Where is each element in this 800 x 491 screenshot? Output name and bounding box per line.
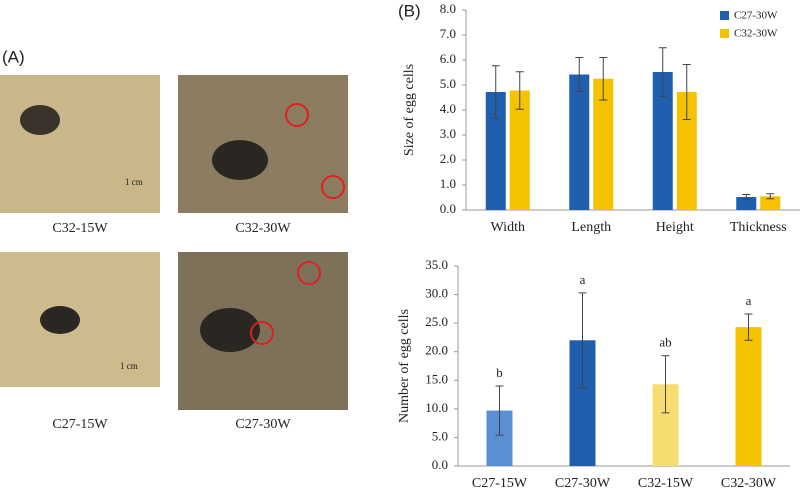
x-tick-label: C32-30W xyxy=(721,476,777,491)
panel-label: (A) xyxy=(2,47,25,66)
photo-caption: C32-15W xyxy=(52,221,108,236)
y-tick-label: 20.0 xyxy=(425,343,448,358)
y-tick-label: 6.0 xyxy=(440,51,456,66)
bar xyxy=(676,92,697,210)
x-tick-label: C27-30W xyxy=(555,476,611,491)
bar xyxy=(509,90,530,210)
photo-caption: C32-30W xyxy=(235,221,291,236)
bar xyxy=(593,78,614,210)
y-tick-label: 4.0 xyxy=(440,101,456,116)
y-tick-label: 25.0 xyxy=(425,314,448,329)
photo xyxy=(0,252,160,387)
scale-text: 1 cm xyxy=(125,177,143,187)
y-axis-title: Number of egg cells xyxy=(397,309,412,423)
significance-letter: b xyxy=(496,365,503,380)
bar xyxy=(485,92,506,210)
y-tick-label: 7.0 xyxy=(440,26,456,41)
y-tick-label: 3.0 xyxy=(440,126,456,141)
y-tick-label: 15.0 xyxy=(425,371,448,386)
y-tick-label: 1.0 xyxy=(440,176,456,191)
y-tick-label: 30.0 xyxy=(425,286,448,301)
photos: 1 cm 1 cm xyxy=(0,75,348,410)
scale-text: 1 cm xyxy=(120,361,138,371)
legend-swatch xyxy=(720,29,729,38)
bar xyxy=(735,327,762,466)
legend-label: C32-30W xyxy=(734,28,778,40)
photo-caption: C27-15W xyxy=(52,417,108,432)
significance-letter: a xyxy=(580,272,586,287)
y-tick-label: 35.0 xyxy=(425,257,448,272)
bar xyxy=(760,196,781,210)
x-tick-label: C27-15W xyxy=(472,476,528,491)
x-tick-label: Length xyxy=(571,220,611,235)
photo xyxy=(0,75,160,213)
bee xyxy=(20,105,60,135)
highlight xyxy=(297,261,321,285)
x-tick-label: Height xyxy=(656,220,694,235)
y-axis-title: Size of egg cells xyxy=(402,64,417,156)
bee xyxy=(40,306,80,334)
highlight xyxy=(321,175,345,199)
significance-letter: a xyxy=(746,293,752,308)
legend-label: C27-30W xyxy=(734,10,778,22)
bee xyxy=(200,308,260,352)
legend-swatch xyxy=(720,11,729,20)
panel-label: (B) xyxy=(398,1,421,20)
photo xyxy=(178,75,348,213)
y-tick-label: 10.0 xyxy=(425,400,448,415)
bar xyxy=(736,197,757,210)
x-tick-label: Thickness xyxy=(730,220,787,235)
x-tick-label: Width xyxy=(491,220,525,235)
y-tick-label: 5.0 xyxy=(440,76,456,91)
x-tick-label: C32-15W xyxy=(638,476,694,491)
significance-letter: ab xyxy=(659,335,671,350)
highlight xyxy=(285,103,309,127)
bar xyxy=(569,74,590,210)
bar xyxy=(652,72,673,210)
y-tick-label: 0.0 xyxy=(432,457,448,472)
y-tick-label: 5.0 xyxy=(432,428,448,443)
bee xyxy=(212,140,268,180)
y-tick-label: 0.0 xyxy=(440,201,456,216)
photo-caption: C27-30W xyxy=(235,417,291,432)
y-tick-label: 8.0 xyxy=(440,1,456,16)
y-tick-label: 2.0 xyxy=(440,151,456,166)
highlight xyxy=(250,321,274,345)
